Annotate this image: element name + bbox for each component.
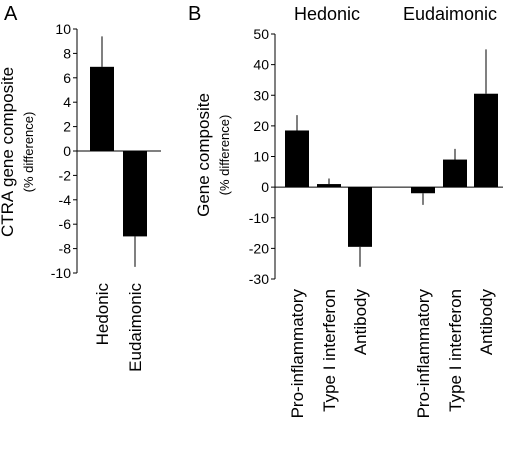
panel-b-category-label: Type I interferon <box>320 289 339 412</box>
panel-b-y-tick-label: 30 <box>253 87 269 103</box>
panel-a-category-label: Hedonic <box>93 283 112 346</box>
panel-a-y-tick-label: -6 <box>59 216 72 232</box>
panel-a-y-tick-label: 8 <box>63 45 71 61</box>
panel-a-y-tick-label: -10 <box>51 265 71 281</box>
panel-a-y-tick-label: 6 <box>63 70 71 86</box>
panel-b-category-label: Pro-inflammatory <box>414 289 433 419</box>
panel-b-y-tick-label: -30 <box>249 271 269 287</box>
panel-a-y-tick-label: -8 <box>59 241 72 257</box>
panel-b-bar <box>443 159 467 188</box>
panel-b-y-tick-label: 0 <box>261 179 269 195</box>
panel-a-bar <box>123 151 147 237</box>
panel-b-label: B <box>188 3 201 25</box>
panel-a-y-tick-label: 4 <box>63 94 71 110</box>
panel-b-ylabel: Gene composite <box>194 93 213 217</box>
panel-b-y-tick-label: -20 <box>249 240 269 256</box>
panel-a-y-tick-label: -2 <box>59 167 72 183</box>
panel-a-ylabel: CTRA gene composite <box>0 67 17 237</box>
panel-a-y-tick-label: 0 <box>63 143 71 159</box>
panel-a-y-tick-label: 2 <box>63 119 71 135</box>
panel-b-category-label: Type I interferon <box>446 289 465 412</box>
panel-b-category-label: Pro-inflammatory <box>288 289 307 419</box>
panel-b-bar <box>285 130 309 188</box>
panel-b-bar <box>474 93 498 188</box>
panel-b-bar <box>317 184 341 188</box>
panel-b-y-tick-label: 50 <box>253 26 269 42</box>
panel-a-label: A <box>4 3 18 25</box>
panel-b-y-tick-label: 20 <box>253 118 269 134</box>
group-label-hedonic: Hedonic <box>294 4 360 24</box>
panel-a-ylabel-sub: (% difference) <box>21 112 36 193</box>
panel-b-category-label: Antibody <box>351 289 370 356</box>
panel-b-bar <box>348 187 372 247</box>
panel-a-y-tick-label: -4 <box>59 192 72 208</box>
group-label-eudaimonic: Eudaimonic <box>403 4 497 24</box>
panel-b-bar <box>411 187 435 194</box>
panel-b-ylabel-sub: (% difference) <box>217 115 232 196</box>
panel-b-y-tick-label: -10 <box>249 210 269 226</box>
panel-b-y-tick-label: 40 <box>253 57 269 73</box>
panel-b-category-label: Antibody <box>477 289 496 356</box>
panel-a-y-tick-label: 10 <box>55 21 71 37</box>
panel-a-bar <box>90 66 114 151</box>
panel-b-y-tick-label: 10 <box>253 149 269 165</box>
panel-a-category-label: Eudaimonic <box>126 283 145 372</box>
